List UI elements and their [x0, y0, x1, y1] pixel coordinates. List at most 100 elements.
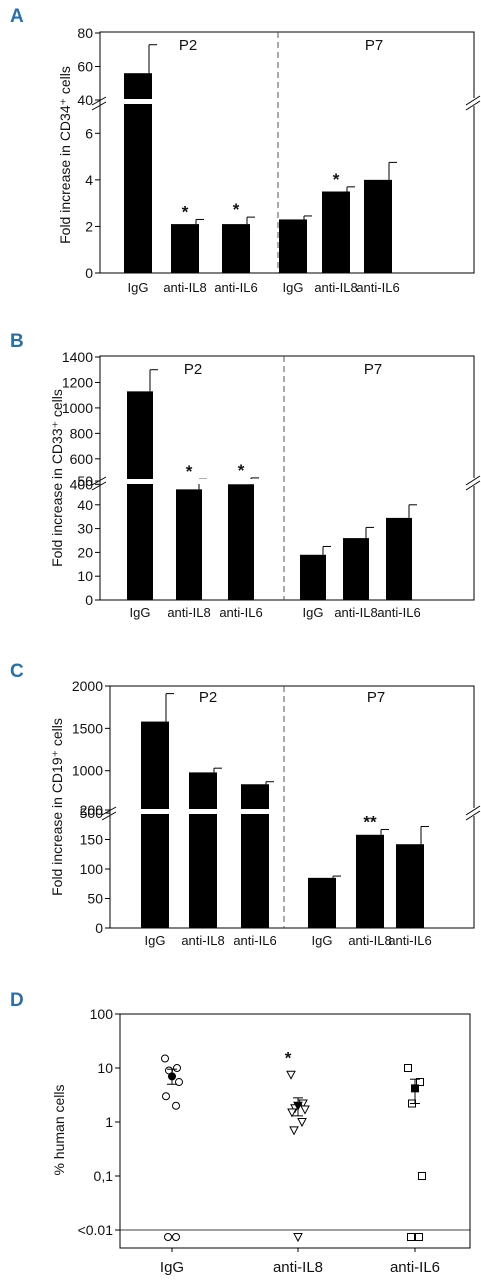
- significance-star: *: [238, 461, 245, 480]
- y-tick-label: 2: [85, 218, 93, 234]
- bar: [322, 191, 350, 273]
- data-point: [161, 1054, 169, 1063]
- bar: [241, 784, 269, 928]
- y-tick-label: 40: [77, 497, 93, 513]
- x-tick-label: anti-IL6: [390, 1259, 440, 1276]
- bar: [396, 844, 424, 928]
- significance-star: **: [363, 812, 377, 831]
- significance-star: *: [182, 202, 189, 221]
- panel-label: B: [10, 331, 24, 352]
- y-tick-label: 50: [87, 891, 103, 907]
- bar: [279, 219, 307, 273]
- y-axis-label: % human cells: [51, 1084, 67, 1175]
- y-tick-label: 0: [95, 920, 103, 936]
- group-label: P7: [365, 37, 383, 54]
- x-tick-label: anti-IL6: [214, 280, 257, 295]
- panel-a: A Fold increase in CD34⁺ cells 0 2 4 6 40 60 80 P…: [10, 6, 481, 295]
- data-point: [286, 1070, 296, 1080]
- y-tick-label: 30: [77, 521, 93, 537]
- y-tick-label: 1: [105, 1114, 113, 1130]
- y-tick-label: 40: [77, 92, 93, 108]
- x-tick-label: IgG: [128, 280, 149, 295]
- panel-label: A: [10, 6, 24, 27]
- group-label: P2: [179, 37, 197, 54]
- y-tick-label: 600: [70, 451, 94, 467]
- y-tick-label: 1200: [62, 374, 93, 390]
- y-tick-label: 2000: [72, 678, 103, 694]
- y-tick-label: 20: [77, 544, 93, 560]
- data-point: [415, 1233, 423, 1241]
- axis-break-gap: [111, 809, 283, 814]
- x-tick-label: anti-IL6: [356, 280, 399, 295]
- panel-label: D: [10, 990, 24, 1011]
- panel-label: C: [10, 661, 24, 682]
- panel-d: D % human cells <0.01 0,1 1 10 100 IgG anti-IL8 a…: [10, 990, 471, 1276]
- axis-break-gap: [470, 478, 476, 486]
- significance-star: *: [186, 462, 193, 481]
- y-tick-label: 100: [90, 1006, 114, 1022]
- group-label: P7: [364, 361, 382, 378]
- bar: [308, 877, 336, 928]
- axis-break-mark: [91, 96, 107, 106]
- plot-frame: [119, 1013, 471, 1249]
- y-tick-label: 150: [80, 832, 104, 848]
- group-label: P7: [367, 689, 385, 706]
- y-tick-label: 1000: [72, 763, 103, 779]
- significance-star: *: [233, 200, 240, 219]
- y-tick-label: <0.01: [78, 1222, 114, 1238]
- y-axis-label: Fold increase in CD33⁺ cells: [49, 389, 65, 567]
- axis-break-mark: [101, 806, 117, 816]
- y-tick-label: 400: [70, 476, 94, 492]
- x-tick-label: IgG: [283, 280, 304, 295]
- bar: [386, 517, 412, 600]
- y-tick-label: 6: [85, 125, 93, 141]
- bar: [189, 772, 217, 928]
- y-tick-label: 10: [97, 1060, 113, 1076]
- bar: [364, 179, 392, 273]
- axis-break-mark: [465, 95, 481, 106]
- axis-break-mark: [465, 480, 481, 491]
- y-tick-label: 0: [85, 592, 93, 608]
- y-tick-label: 1400: [62, 349, 93, 365]
- axis-break-mark: [91, 481, 107, 491]
- y-tick-label: 60: [77, 59, 93, 75]
- y-tick-label: 4: [85, 172, 93, 188]
- axis-break-mark: [465, 805, 481, 816]
- x-tick-label: anti-IL8: [334, 605, 377, 620]
- axis-break-mark: [101, 811, 117, 821]
- y-tick-label: 1000: [62, 400, 93, 416]
- data-point: [289, 1126, 299, 1136]
- data-point: [297, 1118, 307, 1128]
- data-point: [173, 1064, 181, 1072]
- data-point: [418, 1172, 426, 1180]
- plot-frame: [99, 355, 475, 601]
- x-tick-label: anti-IL6: [388, 933, 431, 948]
- axis-break-mark: [465, 475, 481, 486]
- panel-b: B Fold increase in CD33⁺ cells 0 10 20 30 40 50…: [10, 331, 481, 620]
- bar: [228, 484, 254, 600]
- data-point: [287, 1108, 297, 1118]
- data-point: [175, 1078, 183, 1087]
- plot-frame: [109, 685, 475, 929]
- y-tick-label: 0,1: [94, 1168, 114, 1184]
- y-tick-label: 200: [80, 802, 104, 818]
- mean-marker: [293, 1101, 303, 1111]
- bar: [127, 391, 153, 600]
- axis-break-mark: [91, 101, 107, 111]
- axis-break-mark: [465, 810, 481, 821]
- data-point: [172, 1233, 180, 1241]
- y-tick-label: 0: [85, 265, 93, 281]
- y-tick-label: 100: [80, 861, 104, 877]
- x-tick-label: IgG: [303, 605, 324, 620]
- bar: [176, 489, 202, 600]
- x-tick-label: anti-IL6: [219, 605, 262, 620]
- y-tick-label: 80: [77, 25, 93, 41]
- x-tick-label: IgG: [145, 933, 166, 948]
- y-tick-label: 800: [70, 425, 94, 441]
- x-tick-label: IgG: [160, 1259, 184, 1276]
- y-tick-label: 1500: [72, 720, 103, 736]
- bar: [300, 554, 326, 600]
- significance-star: *: [333, 170, 340, 189]
- panel-c: C Fold increase in CD19⁺ cells 0 50 100 150 20…: [10, 661, 481, 948]
